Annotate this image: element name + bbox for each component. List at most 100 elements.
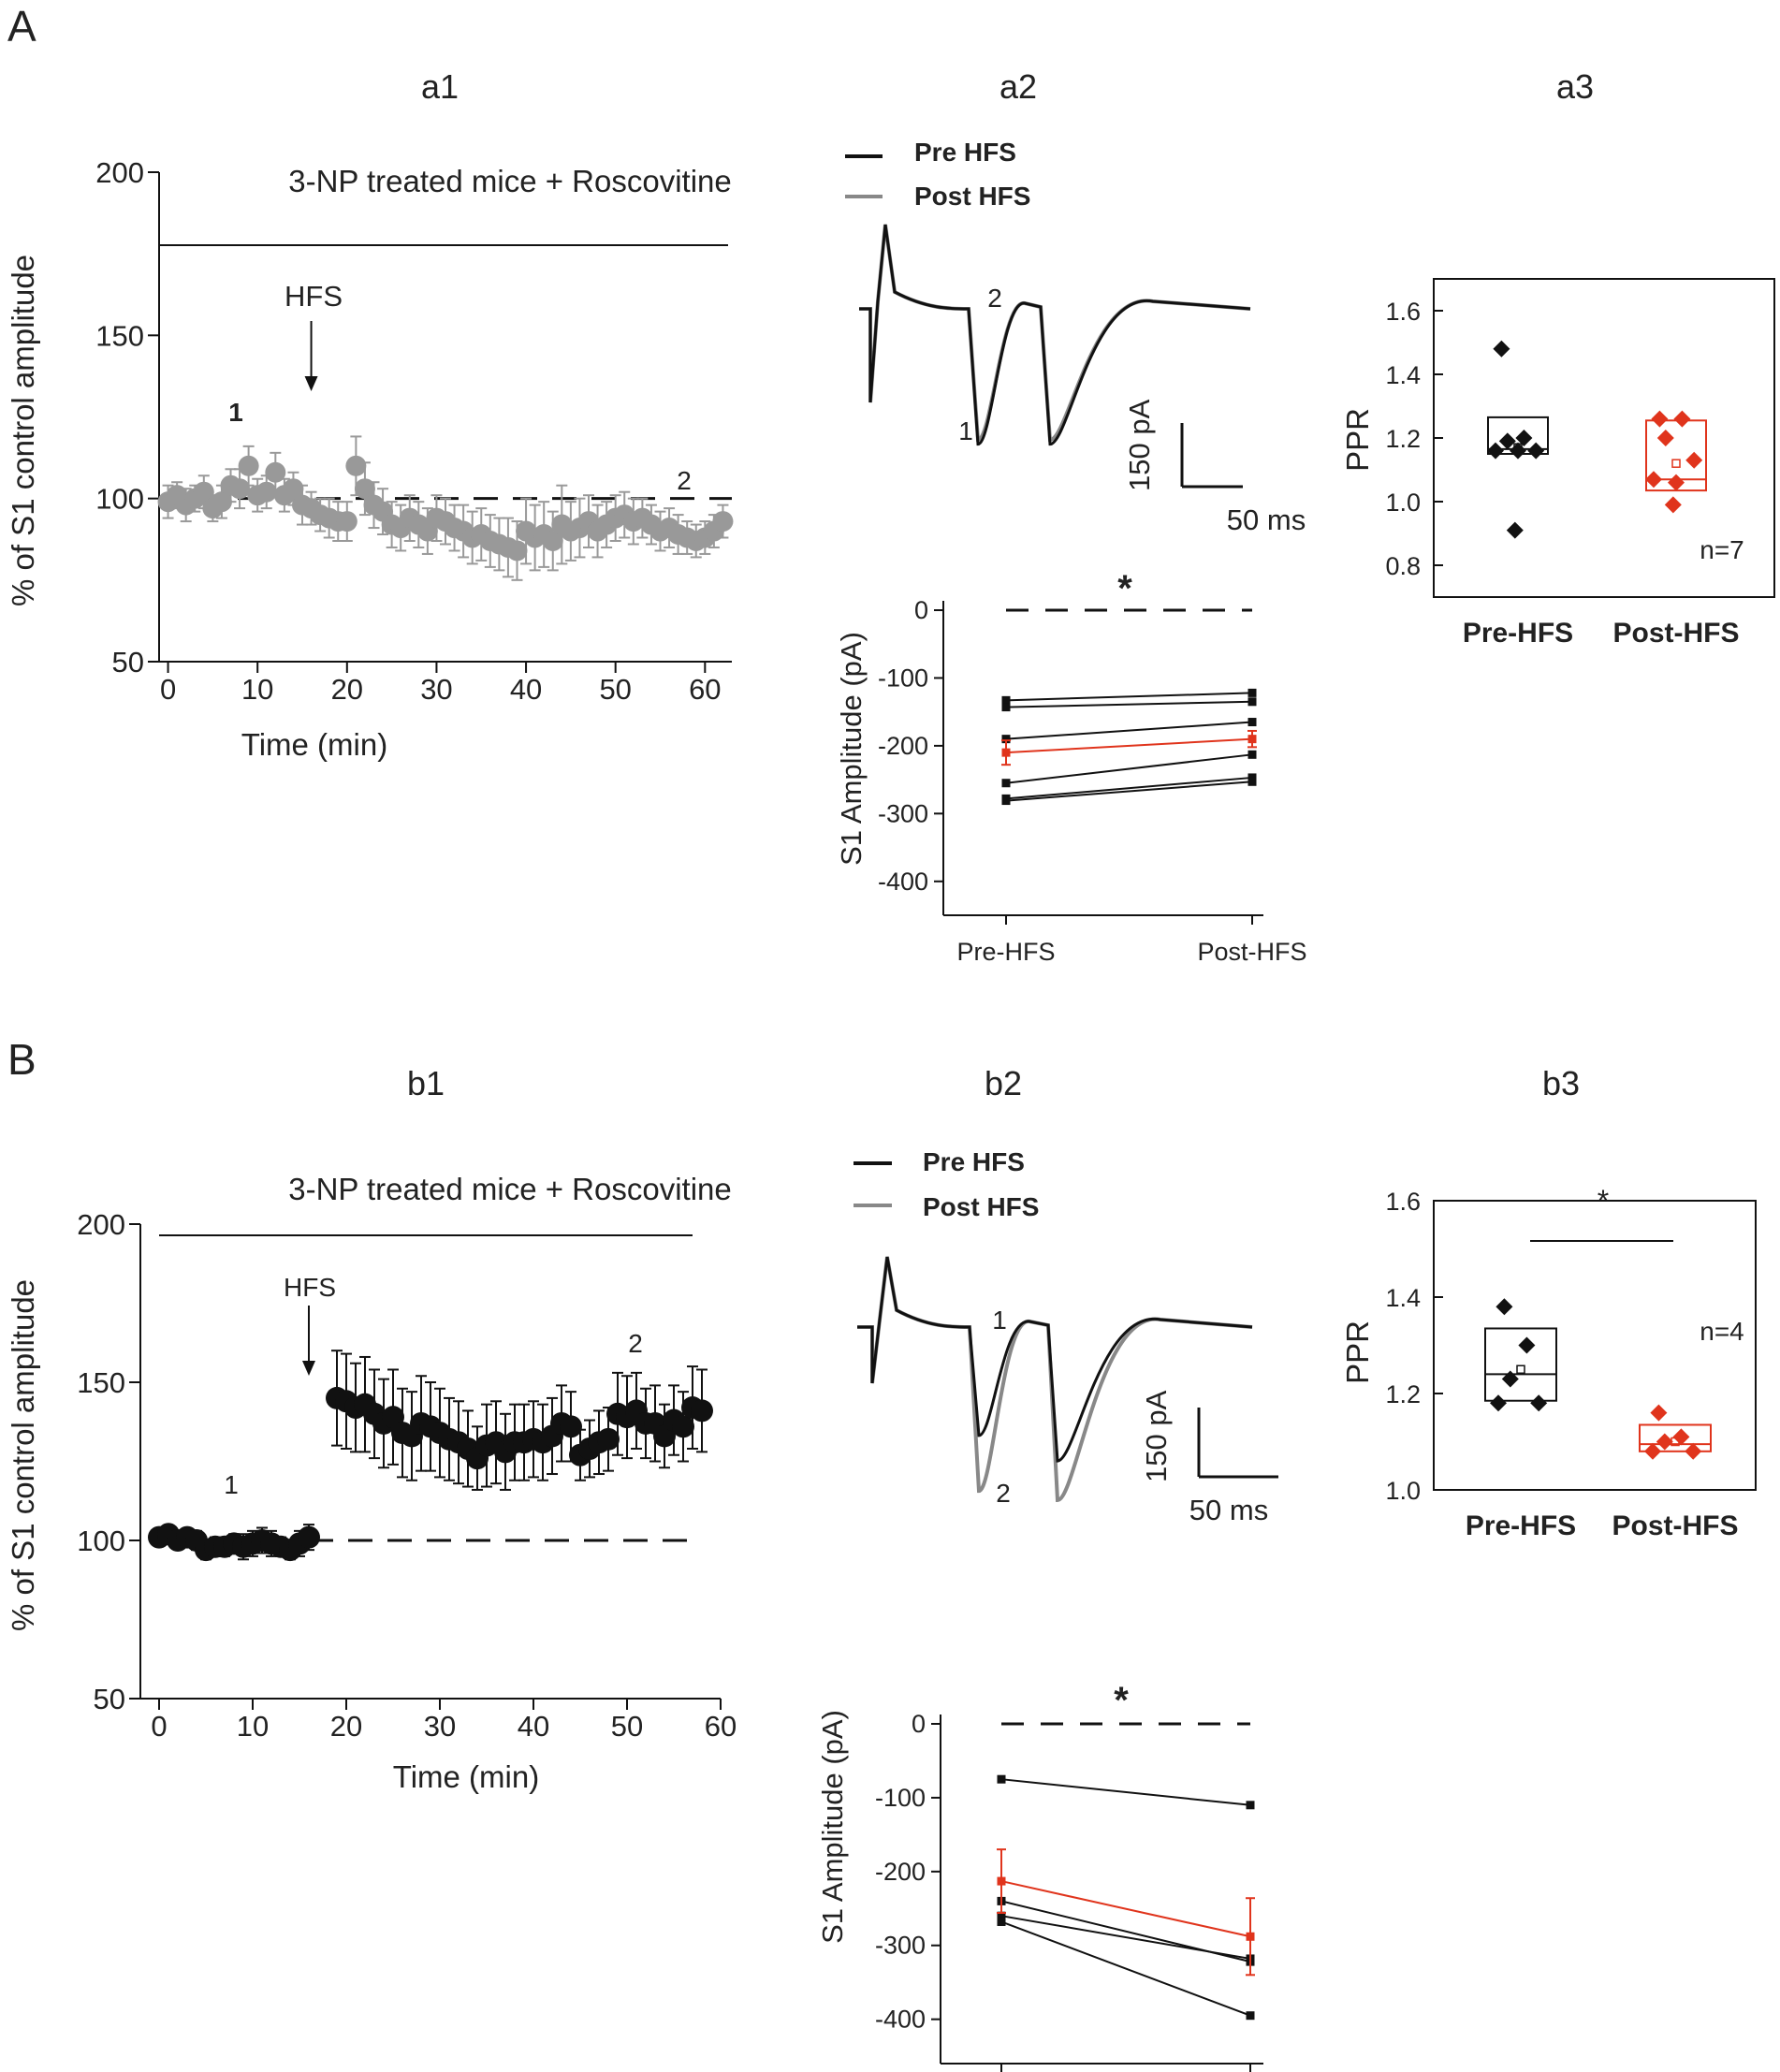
data-point	[672, 1415, 694, 1438]
chart-b2-traces: Pre HFS Post HFS 1 2 150 pA 50 ms	[854, 1147, 1278, 1526]
data-point	[1685, 1442, 1702, 1460]
data-point	[1673, 410, 1691, 428]
chart-a1-hfs-label: HFS	[285, 280, 343, 313]
scalebar-a2-x-label: 50 ms	[1227, 503, 1306, 536]
data-point	[1498, 432, 1516, 450]
chart-a1-marker-2: 2	[677, 466, 692, 495]
x-tick-label: 30	[424, 1710, 456, 1743]
x-tick-label: 0	[151, 1710, 167, 1743]
panel-label-a2: a2	[999, 67, 1037, 106]
hfs-arrowhead	[302, 1361, 315, 1376]
y-tick-label: 0.8	[1385, 552, 1421, 580]
data-point	[229, 478, 251, 500]
x-tick-label: Pre-HFS	[956, 938, 1055, 966]
y-tick-label: 150	[77, 1366, 125, 1399]
x-tick-label: Pre-HFS	[1463, 618, 1573, 649]
data-point	[336, 511, 357, 533]
mean-marker	[1516, 1364, 1525, 1374]
y-tick-label: 50	[94, 1683, 125, 1715]
data-point	[1527, 442, 1545, 460]
panel-label-b2: b2	[985, 1064, 1022, 1102]
y-tick-label: 200	[77, 1208, 125, 1241]
data-point	[1645, 471, 1662, 489]
series-line	[1005, 753, 1253, 784]
x-tick-label: 30	[420, 673, 452, 706]
mean-marker	[1671, 459, 1681, 468]
chart-a1-ylabel: % of S1 control amplitude	[6, 255, 40, 606]
data-point	[1247, 777, 1257, 786]
x-tick-label: Pre-HFS	[1466, 1510, 1576, 1541]
x-tick-label: Post-HFS	[1197, 938, 1306, 966]
data-point	[1506, 521, 1524, 539]
chart-b2amp-ylabel: S1 Amplitude (pA)	[816, 1710, 849, 1944]
y-tick-label: -100	[875, 1784, 926, 1812]
data-point	[1644, 1442, 1661, 1460]
y-tick-label: 1.2	[1385, 425, 1421, 453]
data-point	[1001, 703, 1011, 712]
chart-b1-marker-1: 1	[224, 1470, 239, 1499]
series-line	[1000, 1880, 1251, 1938]
chart-b2-amplitude: S1 Amplitude (pA) * 0-100-200-300-400Pre…	[816, 1680, 1263, 2072]
y-tick-label: -300	[878, 799, 928, 827]
data-point	[506, 540, 528, 562]
chart-b1-ylabel: % of S1 control amplitude	[6, 1279, 40, 1631]
series-line	[1005, 721, 1253, 740]
panel-letter-b: B	[7, 1035, 36, 1084]
y-tick-label: 0	[914, 596, 928, 624]
x-tick-label: 40	[518, 1710, 549, 1743]
data-point	[997, 1774, 1006, 1784]
data-point	[193, 481, 214, 503]
panel-label-a3: a3	[1556, 67, 1594, 106]
y-tick-label: 100	[77, 1525, 125, 1557]
data-point	[238, 455, 259, 476]
chart-b1-time-course: 3-NP treated mice + Roscovitine Time (mi…	[6, 1172, 737, 1794]
data-point	[542, 530, 563, 551]
y-tick-label: -300	[875, 1932, 926, 1960]
chart-b3-n-label: n=4	[1700, 1317, 1744, 1346]
chart-b1-marker-2: 2	[628, 1329, 643, 1358]
data-point	[1656, 430, 1674, 446]
trace-a2-label-2: 2	[987, 284, 1002, 313]
data-point	[1487, 442, 1504, 460]
x-tick-label: 50	[599, 673, 631, 706]
data-point	[997, 1917, 1006, 1926]
scalebar-b2-x-label: 50 ms	[1189, 1494, 1268, 1526]
data-point	[1672, 1428, 1690, 1446]
box	[1639, 1423, 1712, 1452]
data-point	[1664, 496, 1682, 514]
chart-a1-xlabel: Time (min)	[241, 727, 387, 762]
y-tick-label: 1.0	[1385, 1477, 1421, 1505]
data-point	[1247, 697, 1257, 707]
data-point	[1493, 340, 1510, 357]
legend-b-label-pre: Pre HFS	[923, 1147, 1025, 1176]
chart-a2amp-significance: *	[1117, 568, 1132, 609]
trace-b2-label-1: 1	[992, 1306, 1007, 1335]
y-tick-label: 1.4	[1385, 1284, 1421, 1312]
y-tick-label: 1.2	[1385, 1380, 1421, 1408]
panel-letter-a: A	[7, 2, 36, 51]
data-point	[1501, 1370, 1519, 1388]
series-line	[1000, 1915, 1251, 1960]
chart-a3-ppr: PPR n=7 0.8 1.0 1.2 1.4 1.6 Pre-HFS Post-HFS	[1340, 278, 1775, 649]
x-tick-label: Post-HFS	[1613, 618, 1740, 649]
chart-b2amp-significance: *	[1114, 1680, 1129, 1721]
data-point	[1247, 750, 1257, 759]
data-point	[265, 461, 286, 483]
series-line	[1005, 781, 1253, 802]
chart-b1-xlabel: Time (min)	[393, 1759, 539, 1794]
trace-b2-label-2: 2	[996, 1479, 1011, 1508]
data-point	[1510, 442, 1526, 460]
data-point	[1515, 430, 1533, 446]
data-point	[560, 1415, 582, 1438]
y-tick-label: 0	[912, 1710, 926, 1738]
y-tick-label: 1.6	[1385, 1188, 1421, 1216]
y-tick-label: -200	[878, 732, 928, 760]
trace-post-hfs	[857, 1256, 1253, 1503]
x-tick-label: 50	[611, 1710, 643, 1743]
data-point	[1247, 688, 1257, 697]
data-point	[1001, 779, 1011, 788]
series-line	[1005, 776, 1253, 800]
data-point	[997, 1911, 1006, 1920]
panel-label-b3: b3	[1542, 1064, 1580, 1102]
